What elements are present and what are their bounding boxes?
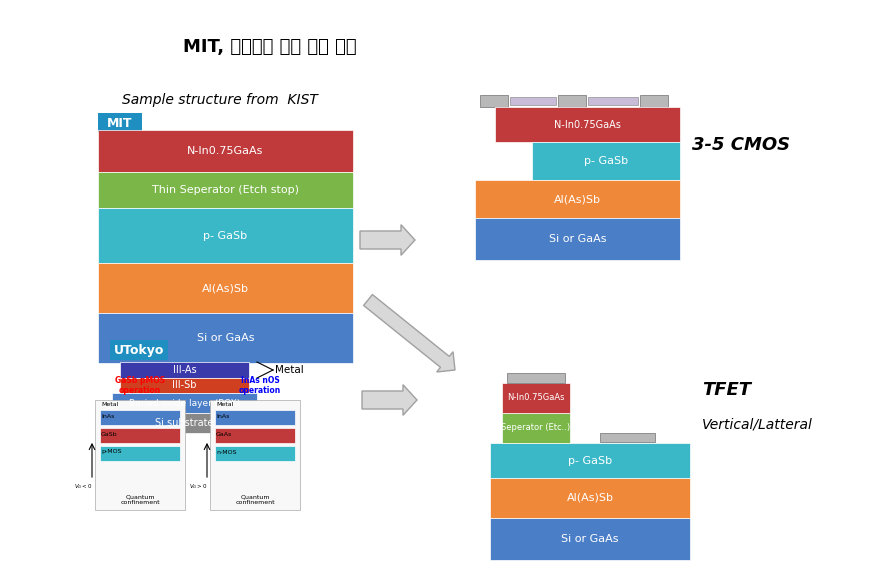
Text: Quantum
confinement: Quantum confinement (120, 494, 159, 505)
Polygon shape (361, 385, 416, 415)
Text: Vertical/Latteral: Vertical/Latteral (701, 418, 812, 432)
Bar (214, 446, 295, 461)
Text: Thin Seperator (Etch stop): Thin Seperator (Etch stop) (152, 185, 299, 195)
Text: III-Sb: III-Sb (172, 381, 197, 391)
Bar (479, 95, 508, 107)
Text: Metal: Metal (216, 403, 233, 407)
Bar (95, 400, 185, 510)
Text: Si or GaAs: Si or GaAs (561, 534, 618, 544)
Bar (489, 443, 689, 478)
Text: InAs: InAs (216, 415, 229, 420)
Text: Si or GaAs: Si or GaAs (197, 333, 254, 343)
Text: InAs: InAs (101, 415, 114, 420)
Text: Al(As)Sb: Al(As)Sb (202, 283, 249, 293)
Text: Metal: Metal (275, 365, 303, 375)
Bar (97, 172, 353, 208)
Text: MIT: MIT (107, 116, 133, 130)
Text: N-In0.75GaAs: N-In0.75GaAs (187, 146, 263, 156)
Bar (599, 433, 654, 442)
Bar (100, 446, 180, 461)
Text: 3-5 CMOS: 3-5 CMOS (691, 136, 789, 154)
Bar (501, 413, 570, 443)
Text: TFET: TFET (701, 381, 750, 399)
Text: GaSb pMOS
operation: GaSb pMOS operation (115, 375, 165, 395)
Bar (501, 383, 570, 413)
Bar (489, 518, 689, 560)
Text: Buried oxide layer (BOX): Buried oxide layer (BOX) (128, 399, 240, 407)
Text: $V_G>0$: $V_G>0$ (189, 482, 207, 491)
Text: N-In0.75GaAs: N-In0.75GaAs (507, 394, 564, 403)
Bar (532, 142, 680, 180)
Bar (640, 95, 667, 107)
Text: p- GaSb: p- GaSb (567, 456, 611, 466)
Text: MIT, 동경대와 공동 연구 구조: MIT, 동경대와 공동 연구 구조 (183, 38, 356, 56)
Text: N-In0.75GaAs: N-In0.75GaAs (554, 119, 620, 130)
Bar (97, 313, 353, 363)
Bar (97, 130, 353, 172)
Bar (97, 263, 353, 313)
Text: Si substrate: Si substrate (155, 418, 214, 428)
Bar (120, 362, 249, 378)
Text: Si or GaAs: Si or GaAs (548, 234, 605, 244)
Polygon shape (360, 225, 415, 255)
Bar (509, 97, 556, 105)
Bar (507, 373, 564, 383)
Bar (475, 180, 680, 218)
Text: GaAs: GaAs (216, 432, 232, 437)
Text: p- GaSb: p- GaSb (203, 231, 247, 240)
Text: Metal: Metal (101, 403, 118, 407)
Bar (489, 478, 689, 518)
Text: Quantum
confinement: Quantum confinement (235, 494, 275, 505)
Polygon shape (363, 295, 455, 372)
Bar (97, 208, 353, 263)
Bar (112, 413, 257, 433)
Bar (587, 97, 637, 105)
Text: Sample structure from  KIST: Sample structure from KIST (122, 93, 317, 107)
Bar (214, 428, 295, 443)
Bar (97, 113, 142, 133)
Bar (100, 428, 180, 443)
Bar (110, 340, 167, 360)
Text: Al(As)Sb: Al(As)Sb (554, 194, 601, 204)
Text: Al(As)Sb: Al(As)Sb (566, 493, 613, 503)
Bar (100, 410, 180, 425)
Text: III-As: III-As (173, 365, 196, 375)
Text: GaSb: GaSb (101, 432, 118, 437)
Text: $V_G<0$: $V_G<0$ (74, 482, 92, 491)
Bar (210, 400, 299, 510)
Text: p- GaSb: p- GaSb (583, 156, 627, 166)
Text: InAs nOS
operation: InAs nOS operation (238, 375, 281, 395)
Bar (214, 410, 295, 425)
Text: n-MOS: n-MOS (216, 449, 237, 454)
Text: p-MOS: p-MOS (101, 449, 121, 454)
Bar (494, 107, 680, 142)
Bar (475, 218, 680, 260)
Bar (557, 95, 586, 107)
Bar (112, 393, 257, 413)
Text: Seperator (Etc..): Seperator (Etc..) (501, 424, 570, 432)
Bar (120, 378, 249, 393)
Text: UTokyo: UTokyo (113, 344, 164, 357)
